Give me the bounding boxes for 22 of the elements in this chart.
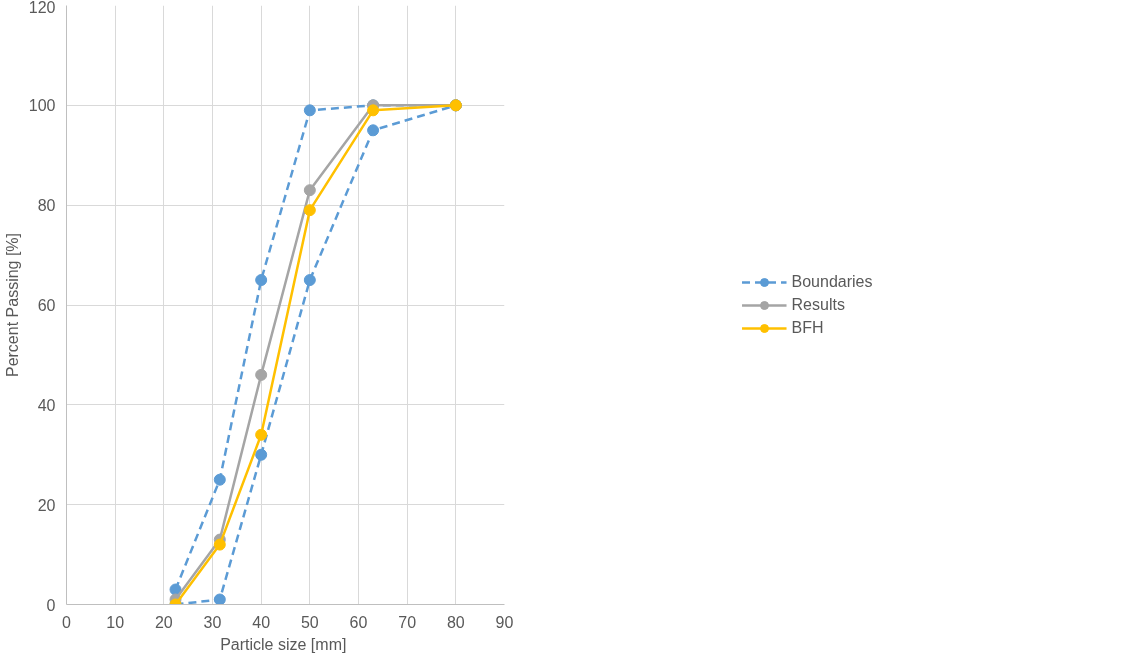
x-tick-label: 80 [446, 613, 465, 631]
legend-label: Boundaries [791, 272, 873, 291]
y-tick-label: 60 [37, 297, 56, 314]
legend-label: BFH [791, 318, 824, 337]
x-tick-label: 90 [495, 613, 514, 631]
x-tick-label: 30 [203, 613, 222, 631]
y-tick-label: 20 [37, 496, 56, 514]
x-tick-label: 60 [349, 613, 368, 631]
x-tick-label: 70 [398, 613, 417, 631]
x-axis-title: Particle size [mm] [220, 635, 347, 653]
x-tick-label: 20 [154, 613, 173, 631]
y-tick-label: 80 [37, 197, 56, 215]
y-tick-label: 100 [28, 97, 56, 115]
x-tick-label: 50 [300, 613, 319, 631]
legend-label: Results [791, 295, 845, 314]
y-axis-title: Percent Passing [%] [3, 232, 21, 378]
y-tick-label: 0 [46, 596, 56, 614]
x-tick-label: 10 [106, 613, 125, 631]
x-tick-label: 40 [252, 613, 271, 631]
y-tick-label: 40 [37, 396, 56, 414]
x-tick-label: 0 [62, 613, 72, 631]
y-tick-label: 120 [28, 0, 56, 16]
